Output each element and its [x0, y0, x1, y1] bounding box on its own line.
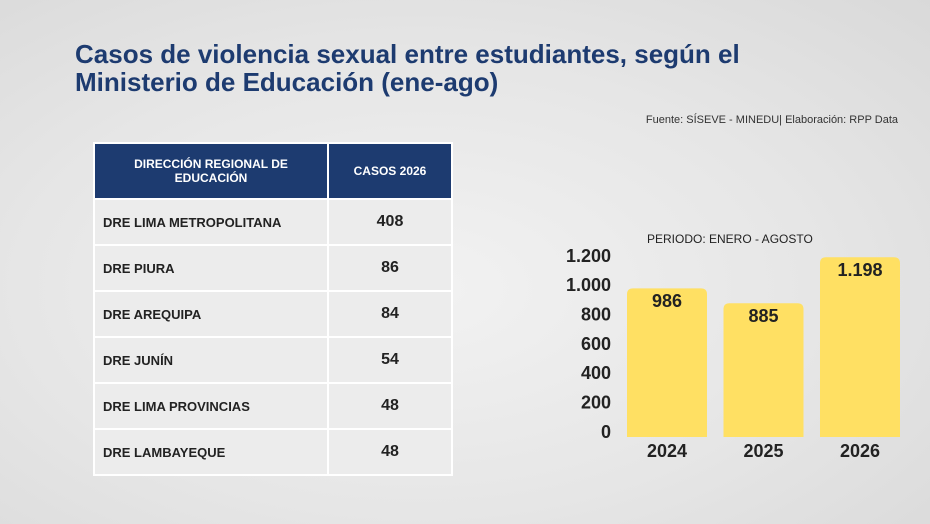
- bar: [723, 303, 804, 437]
- cell: 48: [327, 382, 453, 430]
- table-row: DRE PIURA 86: [93, 244, 453, 292]
- cell: 84: [327, 290, 453, 338]
- title: Casos de violencia sexual entre estudian…: [75, 39, 740, 97]
- chart-subtitle: PERIODO: ENERO - AGOSTO: [647, 232, 813, 246]
- bar: [820, 257, 900, 437]
- cell: DRE LAMBAYEQUE: [93, 428, 329, 476]
- cell: DRE PIURA: [93, 244, 329, 292]
- value-label: 1.198: [837, 260, 882, 280]
- cell: DRE LIMA PROVINCIAS: [93, 382, 329, 430]
- header-row: DIRECCIÓN REGIONAL DE EDUCACIÓN CASOS 202…: [93, 142, 453, 200]
- bar: [627, 288, 707, 437]
- cell: DRE LIMA METROPOLITANA: [93, 198, 329, 246]
- cell: 408: [327, 198, 453, 246]
- cell: 48: [327, 428, 453, 476]
- y-tick-label: 1.200: [566, 246, 611, 266]
- cell: 54: [327, 336, 453, 384]
- table-row: DRE LIMA METROPOLITANA 408: [93, 198, 453, 246]
- y-tick-label: 600: [581, 334, 611, 354]
- cell: DRE AREQUIPA: [93, 290, 329, 338]
- x-tick-label: 2025: [743, 441, 783, 461]
- table: DIRECCIÓN REGIONAL DE EDUCACIÓN CASOS 202…: [93, 142, 453, 476]
- cell: DIRECCIÓN REGIONAL DE EDUCACIÓN: [93, 142, 329, 200]
- table-row: DRE AREQUIPA 84: [93, 290, 453, 338]
- table-row: DRE LAMBAYEQUE 48: [93, 428, 453, 476]
- value-label: 986: [652, 291, 682, 311]
- x-tick-label: 2024: [647, 441, 687, 461]
- y-tick-label: 200: [581, 392, 611, 412]
- table-row: DRE JUNÍN 54: [93, 336, 453, 384]
- x-tick-label: 2026: [840, 441, 880, 461]
- source: Fuente: SÍSEVE - MINEDU| Elaboración: RP…: [645, 114, 898, 126]
- cell: CASOS 2026: [327, 142, 453, 200]
- value-label: 885: [748, 306, 778, 326]
- y-tick-label: 400: [581, 363, 611, 383]
- table-row: DRE LIMA PROVINCIAS 48: [93, 382, 453, 430]
- cell: DRE JUNÍN: [93, 336, 329, 384]
- y-tick-label: 0: [601, 422, 611, 442]
- cell: 86: [327, 244, 453, 292]
- y-tick-label: 1.000: [566, 275, 611, 295]
- y-tick-label: 800: [581, 304, 611, 324]
